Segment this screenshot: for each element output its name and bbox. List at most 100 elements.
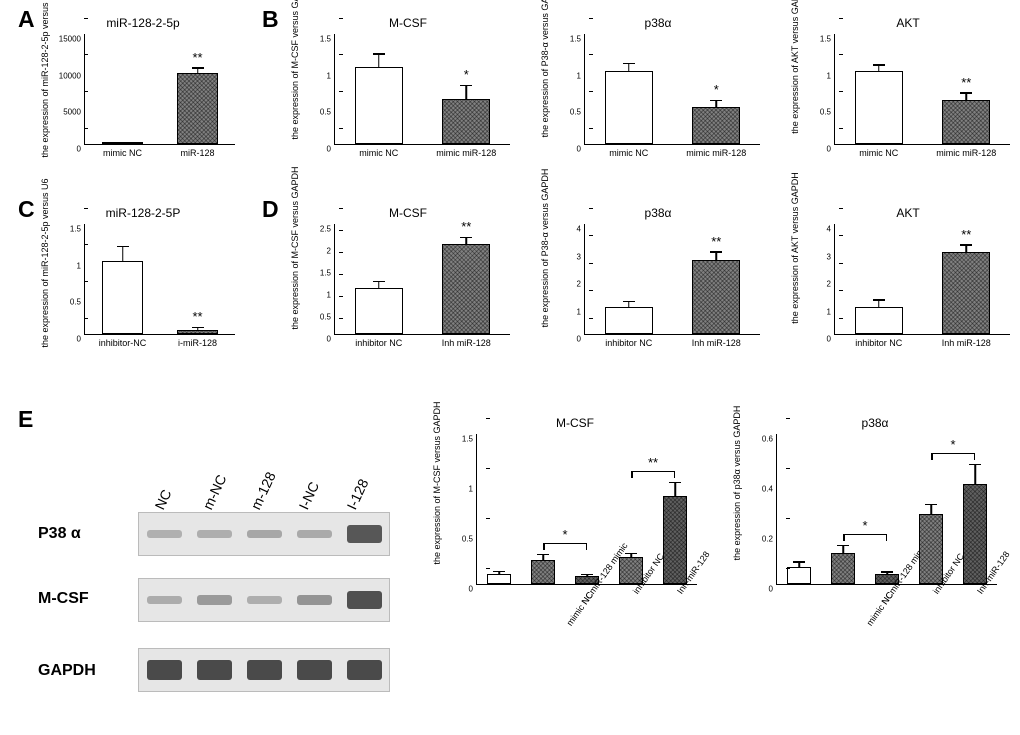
y-tick-label: 0 xyxy=(577,145,581,154)
bar xyxy=(919,514,943,584)
significance-bracket xyxy=(843,534,887,535)
error-bar xyxy=(930,504,932,514)
error-bar xyxy=(122,246,124,261)
y-tick-label: 0.5 xyxy=(320,313,331,322)
lane-label: I-NC xyxy=(295,479,322,512)
bar xyxy=(355,288,403,334)
x-tick-label: i-miR-128 xyxy=(178,338,217,348)
x-tick-label: Inh-miR-128 xyxy=(675,590,683,596)
error-cap xyxy=(960,244,972,246)
x-tick-label: mimic miR-128 xyxy=(436,148,496,158)
bar xyxy=(942,252,990,335)
x-tick-label: mimic NC xyxy=(103,148,142,158)
y-tick-label: 1.5 xyxy=(320,269,331,278)
figure-page: { "labels":{"A":"A","B":"B","C":"C","D":… xyxy=(0,0,1020,735)
chart-B-1: p38α the expression of P38-α versus GAPD… xyxy=(548,18,768,168)
chart-title: M-CSF xyxy=(440,416,710,430)
significance-label: ** xyxy=(461,220,471,233)
bar xyxy=(663,496,687,584)
x-tick-label: mimic NC xyxy=(609,148,648,158)
bar xyxy=(605,71,653,144)
y-tick-label: 4 xyxy=(827,225,831,234)
y-tick-label: 0 xyxy=(469,585,473,594)
bar xyxy=(787,567,811,585)
bar xyxy=(963,484,987,584)
chart-E-1: p38α the expression of p38α versus GAPDH… xyxy=(740,418,1010,618)
y-tick-label: 3 xyxy=(577,252,581,261)
blot-band xyxy=(147,530,182,537)
error-cap xyxy=(669,482,681,484)
error-bar xyxy=(378,281,380,288)
y-tick-label: 0 xyxy=(827,335,831,344)
blot-strip xyxy=(138,512,390,556)
x-tick-label: inhibitor NC xyxy=(355,338,402,348)
chart-B-0: M-CSF the expression of M-CSF versus GAP… xyxy=(298,18,518,168)
bar xyxy=(831,553,855,584)
lane-label: m-128 xyxy=(247,469,278,512)
y-tick-label: 1.5 xyxy=(320,35,331,44)
error-bar xyxy=(966,93,968,100)
error-cap xyxy=(192,67,204,69)
error-bar xyxy=(466,85,468,98)
blot-band xyxy=(247,596,282,604)
error-cap xyxy=(623,301,635,303)
blot-band xyxy=(147,660,182,679)
error-bar xyxy=(716,252,718,260)
bar xyxy=(855,307,903,335)
plot-area: 00.511.5NCmimic NCmiR-128 mimicinhibitor… xyxy=(476,434,697,585)
lane-label: m-NC xyxy=(199,472,229,512)
y-tick-label: 0.5 xyxy=(462,535,473,544)
y-tick-label: 1 xyxy=(827,71,831,80)
x-tick-label: mimic NC xyxy=(359,148,398,158)
y-tick-label: 3 xyxy=(827,252,831,261)
y-tick-label: 0 xyxy=(327,145,331,154)
significance-label: ** xyxy=(192,51,202,64)
y-tick-label: 4 xyxy=(577,225,581,234)
significance-label: * xyxy=(862,519,867,532)
y-tick-label: 2.5 xyxy=(320,225,331,234)
y-axis-label: the expression of AKT versus GAPDH xyxy=(790,138,800,358)
chart-A: miR-128-2-5p the expression of miR-128-2… xyxy=(48,18,238,168)
bar xyxy=(442,244,490,334)
significance-label: * xyxy=(562,528,567,541)
x-tick-label: inhibitor NC xyxy=(631,590,639,596)
y-tick-label: 0.5 xyxy=(320,108,331,117)
error-bar xyxy=(378,54,380,67)
y-axis-label: the expression of M-CSF versus GAPDH xyxy=(290,138,300,358)
chart-title: M-CSF xyxy=(298,206,518,220)
x-tick-label: inhibitor NC xyxy=(855,338,902,348)
error-cap xyxy=(373,281,385,283)
error-cap xyxy=(710,100,722,102)
significance-bracket xyxy=(631,471,675,472)
x-tick-label: mimic miR-128 xyxy=(686,148,746,158)
x-tick-label: inhibitor NC xyxy=(931,590,939,596)
y-tick-label: 0.5 xyxy=(70,298,81,307)
y-tick-label: 1 xyxy=(577,71,581,80)
bar xyxy=(605,307,653,335)
y-tick-label: 15000 xyxy=(59,35,81,44)
y-tick-label: 2 xyxy=(327,247,331,256)
error-bar xyxy=(974,464,976,484)
western-blot: NC m-NC m-128 I-NC I-128 P38 α M-CSF GAP… xyxy=(38,430,398,720)
bar xyxy=(692,107,740,144)
blot-band xyxy=(147,596,182,604)
y-tick-label: 0.2 xyxy=(762,535,773,544)
error-cap xyxy=(925,504,937,506)
x-tick-label: Inh miR-128 xyxy=(442,338,491,348)
blot-band xyxy=(347,591,382,610)
x-tick-label: inhibitor NC xyxy=(605,338,652,348)
error-cap xyxy=(873,64,885,66)
chart-title: M-CSF xyxy=(298,16,518,30)
error-cap xyxy=(623,63,635,65)
x-tick-label: mimic NC xyxy=(862,590,895,632)
bar xyxy=(102,261,143,334)
plot-area: 00.511.522.5inhibitor NCInh miR-128** xyxy=(334,224,510,335)
y-tick-label: 0.5 xyxy=(570,108,581,117)
error-bar xyxy=(628,63,630,70)
y-tick-label: 1 xyxy=(327,71,331,80)
chart-title: miR-128-2-5P xyxy=(48,206,238,220)
y-tick-label: 2 xyxy=(577,280,581,289)
significance-label: ** xyxy=(192,310,202,323)
chart-title: p38α xyxy=(740,416,1010,430)
error-cap xyxy=(581,574,593,576)
